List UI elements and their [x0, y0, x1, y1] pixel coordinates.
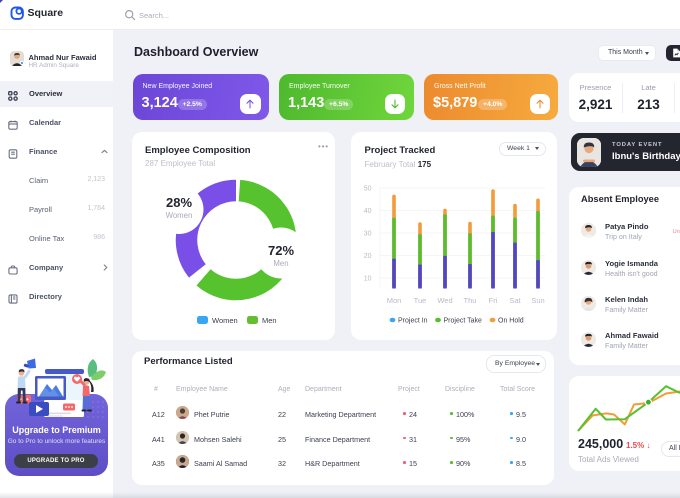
svg-text:40: 40: [363, 208, 371, 215]
svg-text:Wed: Wed: [437, 296, 452, 305]
svg-text:Mon: Mon: [386, 296, 401, 305]
svg-text:Tue: Tue: [413, 296, 426, 305]
svg-text:Project Take: Project Take: [443, 317, 481, 324]
svg-text:Thu: Thu: [463, 296, 476, 305]
svg-text:Project In: Project In: [398, 317, 428, 324]
svg-text:30: 30: [363, 230, 371, 237]
svg-text:50: 50: [363, 185, 371, 192]
svg-text:Sat: Sat: [509, 296, 521, 305]
svg-text:Fri: Fri: [488, 296, 497, 305]
svg-text:On Hold: On Hold: [498, 317, 524, 324]
svg-text:20: 20: [363, 253, 371, 260]
svg-text:Sun: Sun: [531, 296, 544, 305]
svg-text:10: 10: [363, 275, 371, 282]
